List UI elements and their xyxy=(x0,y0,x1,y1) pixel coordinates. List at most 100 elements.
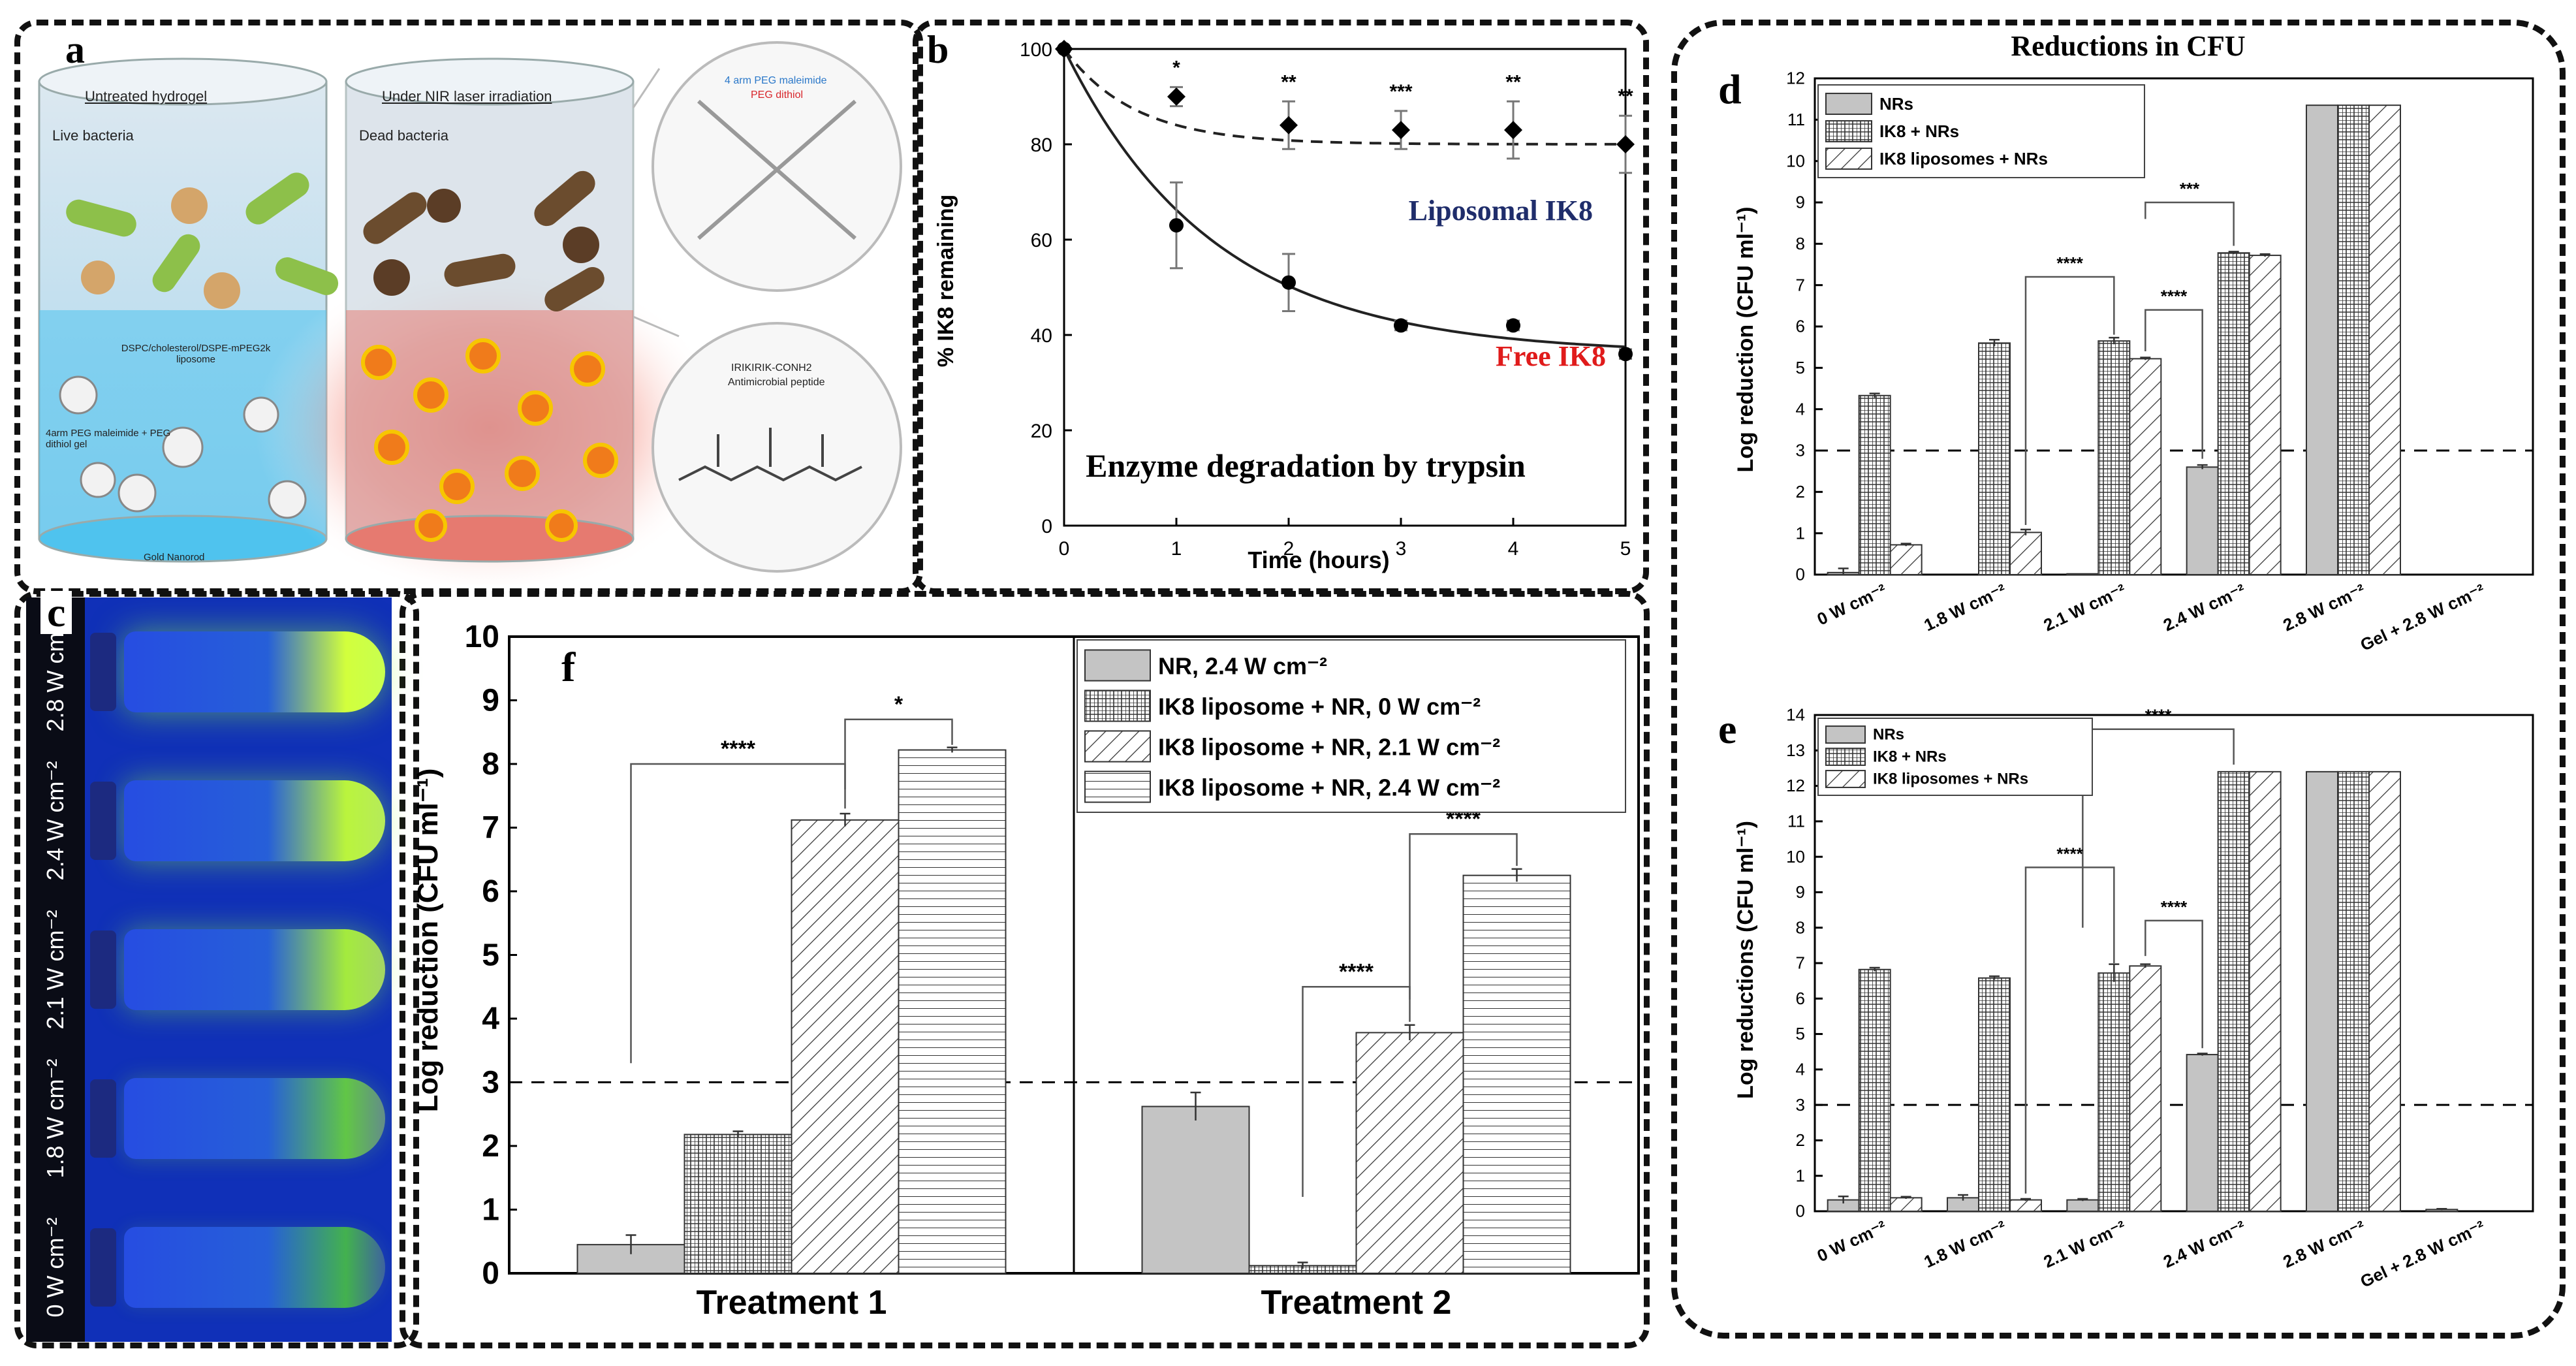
tube-cap xyxy=(90,1228,116,1307)
significance-label: *** xyxy=(2180,179,2200,199)
y-tick-label: 8 xyxy=(1796,917,1805,937)
y-tick-label: 10 xyxy=(1786,847,1805,866)
legend-label: NRs xyxy=(1879,94,1913,114)
panel-de-border xyxy=(1671,20,2566,1339)
legend-label: IK8 + NRs xyxy=(1879,121,1959,141)
significance-marker: ** xyxy=(1281,71,1296,93)
y-tick-label: 1 xyxy=(1796,1166,1805,1185)
legend-label: NR, 2.4 W cm⁻² xyxy=(1158,653,1327,680)
fluorescence-tube xyxy=(124,631,385,712)
legend-swatch xyxy=(1084,770,1151,803)
panel-b: 0 1 2 3 4 5 0 20 40 60 80 100 * ** *** ** ** Enzyme deg… xyxy=(914,26,1645,588)
power-label: 2.4 W cm⁻² xyxy=(42,761,69,881)
legend-label: IK8 liposome + NR, 2.1 W cm⁻² xyxy=(1158,734,1500,761)
y-tick-label: 8 xyxy=(1796,234,1805,253)
bar-e-s1 xyxy=(2337,770,2370,1213)
bar-e-s1 xyxy=(2097,972,2131,1212)
x-category-label: Gel + 2.8 W cm⁻² xyxy=(2357,1216,2488,1292)
bar-d-s0 xyxy=(2066,573,2099,576)
y-tick-label: 8 xyxy=(482,747,499,782)
y-tick-label: 80 xyxy=(1031,135,1052,156)
data-point-liposomal xyxy=(1504,121,1522,140)
panel-label-c: c xyxy=(40,591,72,634)
y-tick-label: 0 xyxy=(1041,516,1052,537)
panel-a-illustration xyxy=(38,41,902,597)
y-tick-label: 6 xyxy=(1796,989,1805,1008)
tube-cap xyxy=(90,633,116,711)
panel-c-border xyxy=(14,591,419,1348)
legend-label: IK8 liposomes + NRs xyxy=(1873,770,2028,787)
bar-f-s0 xyxy=(1141,1105,1250,1274)
data-point-free xyxy=(1169,218,1184,233)
legend-label: IK8 liposome + NR, 2.4 W cm⁻² xyxy=(1158,774,1500,801)
y-tick-label: 6 xyxy=(1796,317,1805,336)
legend-swatch xyxy=(1825,120,1872,142)
legend-label: IK8 liposome + NR, 0 W cm⁻² xyxy=(1158,693,1481,720)
y-tick-label: 4 xyxy=(1796,399,1805,419)
fluorescence-tube xyxy=(124,1078,385,1159)
y-tick-label: 3 xyxy=(1796,441,1805,460)
x-category-label: 1.8 W cm⁻² xyxy=(1921,1216,2009,1271)
y-tick-label: 9 xyxy=(1796,193,1805,212)
x-category-label: 2.4 W cm⁻² xyxy=(2160,580,2248,635)
gel-label: 4arm PEG maleimide + PEG dithiol gel xyxy=(46,428,171,450)
nanorod-label: Gold Nanorod xyxy=(144,552,205,563)
x-category-label: 0 W cm⁻² xyxy=(1814,1216,1890,1265)
x-category-label: 1.8 W cm⁻² xyxy=(1921,580,2009,635)
y-tick-label: 12 xyxy=(1786,776,1805,795)
x-category-label: 0 W cm⁻² xyxy=(1814,580,1890,629)
y-tick-label: 4 xyxy=(482,1002,499,1036)
fluorescence-tube xyxy=(124,780,385,861)
significance-label: **** xyxy=(721,737,756,761)
y-tick-label: 2 xyxy=(1796,482,1805,501)
bar-d-s1 xyxy=(2217,252,2250,575)
significance-label: **** xyxy=(2161,287,2188,306)
legend-swatch xyxy=(1825,148,1872,170)
x-category-label: 2.8 W cm⁻² xyxy=(2280,580,2368,635)
bar-e-s2 xyxy=(2129,965,2162,1212)
panel-f-border xyxy=(400,591,1650,1348)
x-category-label: 2.1 W cm⁻² xyxy=(2041,580,2129,635)
chart-b-xlabel: Time (hours) xyxy=(1248,547,1389,573)
legend-box xyxy=(1076,639,1626,813)
significance-marker: ** xyxy=(1505,71,1521,93)
legend-swatch xyxy=(1825,748,1866,766)
bar-e-s2 xyxy=(2368,770,2401,1213)
x-tick-label: 3 xyxy=(1396,538,1407,560)
chart-f-ylabel: Log reduction (CFU ml⁻¹) xyxy=(412,769,444,1113)
bar-e-s1 xyxy=(1978,977,2011,1212)
y-tick-label: 0 xyxy=(1796,565,1805,584)
x-tick-label: 5 xyxy=(1620,538,1631,560)
y-tick-label: 11 xyxy=(1787,110,1805,129)
y-tick-label: 5 xyxy=(1796,1024,1805,1043)
y-tick-label: 14 xyxy=(1786,705,1805,725)
legend-label: IK8 liposomes + NRs xyxy=(1879,149,2048,168)
live-bacteria-icons xyxy=(66,172,339,309)
bar-d-s1 xyxy=(1858,394,1891,575)
power-label: 1.8 W cm⁻² xyxy=(42,1058,69,1179)
y-tick-label: 9 xyxy=(482,684,499,718)
significance-label: **** xyxy=(2056,844,2083,863)
bar-f-s3 xyxy=(898,749,1007,1275)
data-point-liposomal xyxy=(1616,135,1635,153)
y-tick-label: 100 xyxy=(1020,39,1052,61)
bar-d-s0 xyxy=(2186,466,2219,575)
data-point-liposomal xyxy=(1280,116,1298,135)
fluorescence-tube xyxy=(124,929,385,1010)
significance-label: * xyxy=(894,692,903,717)
legend-box xyxy=(1817,84,2145,178)
bar-d-s2 xyxy=(2368,104,2401,575)
x-tick-label: 0 xyxy=(1059,538,1070,560)
tube-cap xyxy=(90,782,116,860)
significance-label: **** xyxy=(2056,253,2083,273)
panel-label-b: b xyxy=(927,28,949,71)
legend-swatch xyxy=(1825,93,1872,115)
power-label: 0 W cm⁻² xyxy=(42,1217,69,1318)
y-tick-label: 11 xyxy=(1787,812,1805,831)
bar-f-s1 xyxy=(683,1134,793,1275)
significance-label: **** xyxy=(1339,959,1374,984)
